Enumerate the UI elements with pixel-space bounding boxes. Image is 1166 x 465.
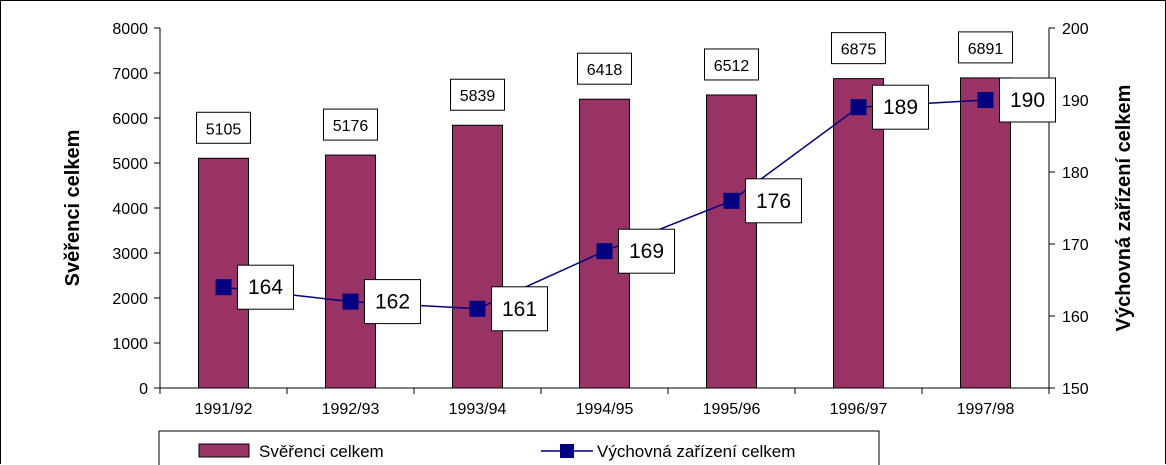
bar-value-label-box	[450, 78, 505, 111]
y-tick-label: 2000	[112, 291, 148, 308]
y-tick-label: 1000	[112, 336, 148, 353]
legend: Svěřenci celkem Výchovná zařízení celkem	[158, 430, 880, 465]
line-value-label-box	[237, 264, 294, 310]
line-marker	[977, 92, 994, 108]
x-tick-label: 1997/98	[957, 401, 1015, 418]
legend-label-line: Výchovná zařízení celkem	[597, 442, 795, 461]
line-value-label-box	[745, 178, 802, 224]
legend-box	[158, 430, 880, 465]
y2-tick-label: 170	[1062, 237, 1089, 254]
y-tick-label: 5000	[112, 156, 148, 173]
y-tick-label: 4000	[112, 201, 148, 218]
bar-value-label-box	[958, 31, 1013, 64]
line-value-label: 161	[502, 298, 537, 321]
bar-value-label-box	[831, 32, 886, 65]
bar	[325, 154, 376, 389]
line-value-label: 176	[756, 190, 791, 213]
bar-value-label: 6512	[714, 58, 750, 75]
plot-area: 0 1000 2000 3000 4000 5000 6000 7000 8000 150 160 1…	[112, 21, 1088, 418]
line-value-label-box	[491, 286, 548, 332]
x-tick-label: 1991/92	[195, 401, 253, 418]
x-tick-label: 1996/97	[830, 401, 888, 418]
bar-value-label-box	[577, 52, 632, 85]
x-tick-label: 1992/93	[322, 401, 380, 418]
line-marker	[342, 293, 359, 310]
line-value-label: 189	[883, 96, 918, 119]
line-marker	[469, 300, 486, 317]
bar-value-label: 5839	[460, 88, 496, 105]
bar-value-label-box	[323, 108, 378, 141]
line-value-label: 190	[1010, 89, 1045, 112]
y2-tick-label: 190	[1062, 93, 1089, 110]
y2-axis-title: Výchovná zařízení celkem	[1113, 85, 1135, 332]
y2-tick-label: 160	[1062, 309, 1089, 326]
bar-value-label-box	[196, 111, 251, 144]
bar-value-label: 6418	[587, 62, 623, 79]
line-value-label-box	[872, 84, 929, 130]
y-tick-label: 3000	[112, 246, 148, 263]
line-value-label: 164	[248, 276, 283, 299]
line-marker	[215, 279, 232, 296]
legend-label-bars: Svěřenci celkem	[259, 442, 384, 461]
y2-tick-label: 200	[1062, 21, 1089, 38]
line-value-label: 162	[375, 291, 410, 314]
line-marker	[723, 192, 740, 209]
bar-value-label: 5176	[333, 118, 369, 135]
y-axis-title: Svěřenci celkem	[62, 130, 84, 287]
bar-value-label: 6875	[841, 42, 877, 59]
x-tick-label: 1995/96	[703, 401, 761, 418]
legend-bar-swatch	[198, 443, 250, 458]
line-value-label: 169	[629, 240, 664, 263]
bar-value-label: 5105	[206, 121, 242, 138]
line-marker	[596, 243, 613, 260]
line-marker	[850, 99, 867, 116]
y-tick-label: 6000	[112, 111, 148, 128]
x-tick-label: 1993/94	[449, 401, 507, 418]
y-tick-label: 8000	[112, 21, 148, 38]
line-value-label-box	[999, 77, 1056, 123]
line-value-label-box	[618, 228, 675, 274]
bar-value-label-box	[704, 48, 759, 81]
bar-value-label: 6891	[968, 41, 1004, 58]
line-value-label-box	[364, 279, 421, 325]
y2-tick-label: 180	[1062, 165, 1089, 182]
x-tick-label: 1994/95	[576, 401, 634, 418]
y-tick-label: 7000	[112, 66, 148, 83]
bar	[706, 94, 757, 389]
bar	[833, 78, 884, 389]
bar	[452, 124, 503, 389]
y-tick-label: 0	[139, 381, 148, 398]
bar	[960, 77, 1011, 389]
legend-line-marker	[560, 444, 574, 458]
y2-tick-label: 150	[1062, 381, 1089, 398]
